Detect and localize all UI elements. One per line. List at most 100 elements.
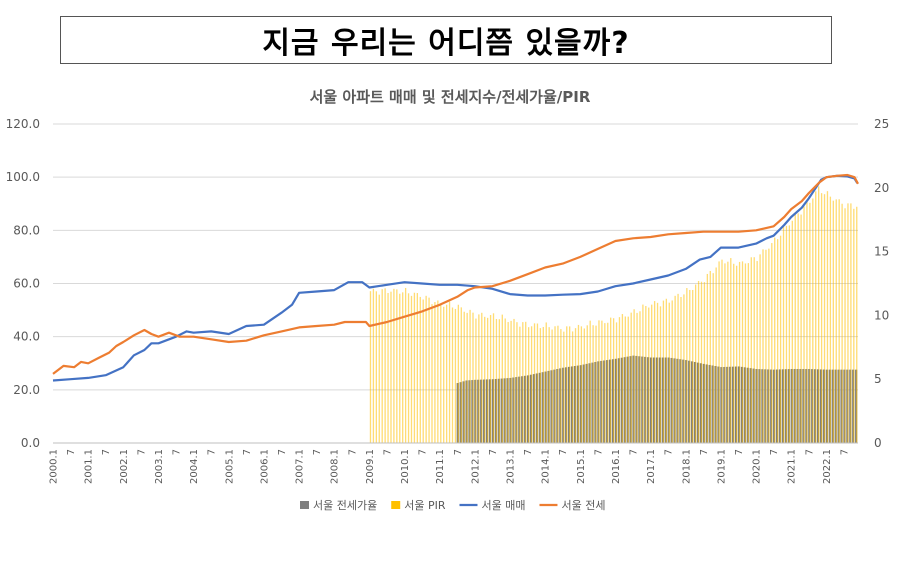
x-tick-label: 7 xyxy=(523,449,534,455)
bar xyxy=(756,261,758,443)
bar xyxy=(820,193,823,443)
x-tick-label: 7 xyxy=(769,449,780,455)
bar xyxy=(809,202,811,443)
bar xyxy=(788,225,791,443)
bar xyxy=(636,312,638,443)
y-left-tick-label: 100.0 xyxy=(6,170,40,184)
bar xyxy=(598,320,600,443)
bar xyxy=(703,282,706,443)
bar xyxy=(700,281,703,443)
bar xyxy=(454,308,457,443)
x-tick-label: 7 xyxy=(734,449,745,455)
x-tick-label: 7 xyxy=(664,449,675,455)
bar xyxy=(481,312,483,443)
x-tick-label: 7 xyxy=(66,449,77,455)
bar xyxy=(560,329,562,443)
legend-swatch xyxy=(300,501,309,509)
bar xyxy=(431,304,433,443)
bar xyxy=(639,311,641,443)
bar xyxy=(835,199,837,443)
x-tick-label: 7 xyxy=(312,449,323,455)
y-left-tick-label: 60.0 xyxy=(13,277,40,291)
bar xyxy=(765,249,767,443)
bar xyxy=(648,307,650,443)
bar xyxy=(826,191,829,443)
bar xyxy=(522,322,524,443)
bar xyxy=(630,312,632,443)
bar xyxy=(416,293,419,443)
bar xyxy=(815,191,817,443)
bar xyxy=(618,317,621,443)
x-tick-label: 7 xyxy=(172,449,183,455)
bar xyxy=(422,299,424,443)
bar xyxy=(715,267,717,443)
bar xyxy=(407,293,410,443)
bar xyxy=(771,243,773,443)
bar xyxy=(610,317,612,443)
bar xyxy=(404,287,407,443)
bar xyxy=(372,288,375,443)
bar xyxy=(604,323,606,443)
x-tick-label: 7 xyxy=(242,449,253,455)
bar xyxy=(677,293,679,443)
bar xyxy=(589,320,591,443)
bar xyxy=(475,318,477,443)
bar xyxy=(472,312,474,443)
bar xyxy=(419,296,421,443)
x-tick-label: 7 xyxy=(839,449,850,455)
bar xyxy=(662,300,665,443)
bar xyxy=(390,291,392,443)
bar xyxy=(823,194,826,443)
x-tick-label: 2022.1 xyxy=(822,449,833,484)
bar xyxy=(498,319,501,443)
bar xyxy=(466,312,468,443)
bar xyxy=(533,323,536,443)
bar xyxy=(530,326,533,443)
x-tick-label: 2020.1 xyxy=(752,449,763,484)
bar xyxy=(753,257,755,443)
x-tick-label: 2005.1 xyxy=(224,449,235,484)
bar xyxy=(478,314,480,443)
bar xyxy=(697,280,700,443)
x-tick-label: 7 xyxy=(277,449,288,455)
x-tick-label: 2009.1 xyxy=(365,449,376,484)
bar xyxy=(800,214,802,443)
bar xyxy=(803,206,805,443)
bar xyxy=(750,257,752,443)
bar xyxy=(712,273,714,443)
bar xyxy=(683,294,685,443)
bar xyxy=(829,196,832,443)
bar xyxy=(735,265,738,443)
bar xyxy=(744,263,747,443)
x-tick-label: 2015.1 xyxy=(576,449,587,484)
bar xyxy=(785,225,788,443)
y-right-tick-label: 5 xyxy=(874,372,882,386)
bar xyxy=(832,200,834,443)
y-right-tick-label: 25 xyxy=(874,117,889,131)
bar xyxy=(396,289,398,443)
bar xyxy=(627,316,629,443)
y-left-tick-label: 120.0 xyxy=(6,117,40,131)
bar xyxy=(592,325,594,443)
bar xyxy=(402,292,404,443)
y-right-tick-label: 15 xyxy=(874,245,889,259)
bar xyxy=(525,321,527,443)
bar xyxy=(457,304,460,443)
bar xyxy=(847,203,849,443)
bar xyxy=(727,261,729,443)
x-tick-label: 2001.1 xyxy=(84,449,95,484)
x-tick-label: 7 xyxy=(136,449,147,455)
x-tick-label: 2010.1 xyxy=(400,449,411,484)
x-tick-label: 7 xyxy=(699,449,710,455)
bar xyxy=(738,261,741,443)
bar xyxy=(812,198,814,443)
y-right-tick-label: 0 xyxy=(874,436,882,450)
bar xyxy=(841,203,843,443)
bar xyxy=(741,261,744,443)
bar xyxy=(501,314,503,443)
bar xyxy=(633,309,635,443)
bar xyxy=(516,322,518,443)
legend-label: 서울 PIR xyxy=(404,499,446,512)
x-tick-label: 7 xyxy=(488,449,499,455)
